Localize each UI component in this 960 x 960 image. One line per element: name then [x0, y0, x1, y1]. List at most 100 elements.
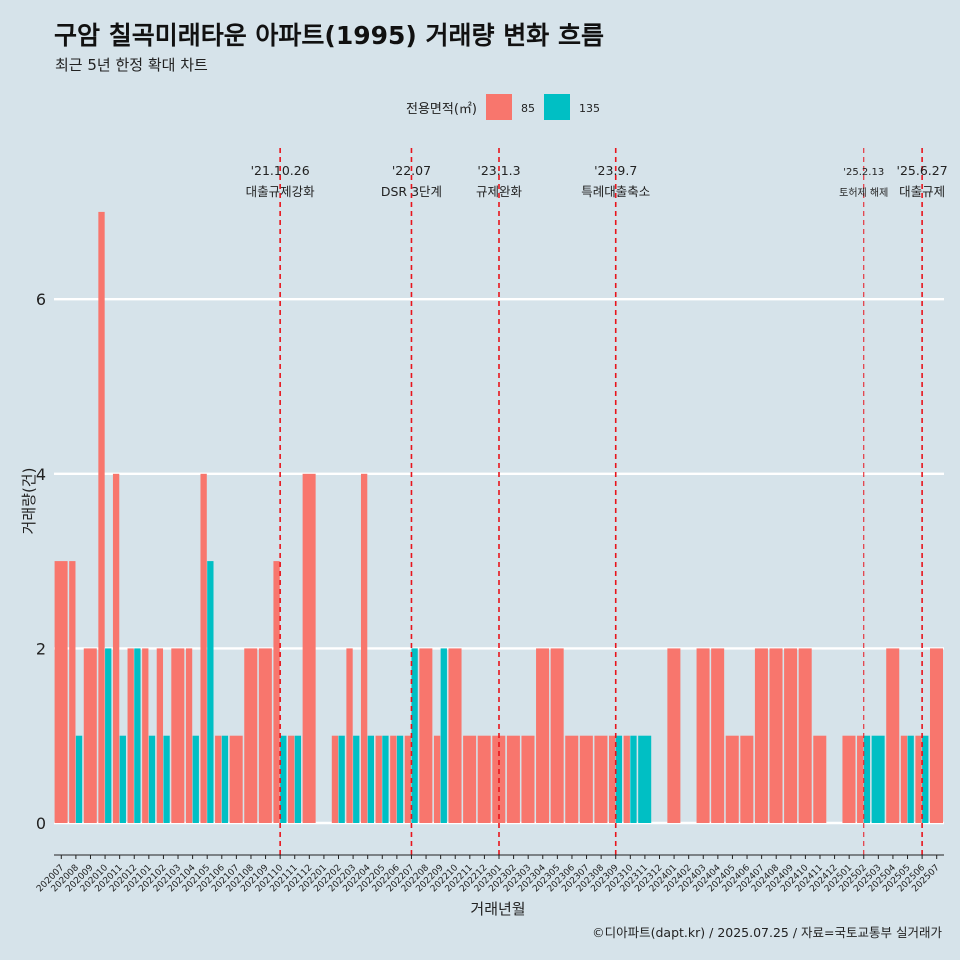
- bar-85-202401: [667, 648, 681, 823]
- legend-title: 전용면적(㎡): [406, 102, 477, 117]
- bar-85-202307: [579, 735, 593, 823]
- bar-135-202502: [863, 735, 871, 823]
- bar-135-202206: [396, 735, 404, 823]
- bar-85-202112: [302, 473, 316, 823]
- bar-135-202204: [367, 735, 374, 823]
- y-axis-title: 거래량(건): [20, 468, 38, 535]
- bar-85-202310: [623, 735, 630, 823]
- bar-85-202406: [740, 735, 754, 823]
- legend-label-85: 85: [521, 102, 535, 115]
- bar-85-202203: [346, 648, 353, 823]
- caption: ©디아파트(dapt.kr) / 2025.07.25 / 자료=국토교통부 실…: [592, 925, 942, 940]
- bar-85-202407: [754, 648, 768, 823]
- bar-85-202305: [550, 648, 564, 823]
- event-date-202506: '25.6.27: [897, 163, 948, 178]
- event-label-202309: 특례대출축소: [581, 184, 650, 199]
- y-tick-label: 6: [36, 290, 46, 309]
- bar-135-202503: [871, 735, 885, 823]
- bar-135-202012: [134, 648, 141, 823]
- legend-swatch-85: [486, 94, 512, 120]
- bar-85-202108: [244, 648, 258, 823]
- event-label-202506: 대출규제: [899, 184, 945, 199]
- bar-85-202210: [448, 648, 462, 823]
- bar-85-202205: [375, 735, 382, 823]
- event-label-202110: 대출규제강화: [246, 184, 316, 199]
- bar-85-202308: [594, 735, 608, 823]
- bar-85-202106: [215, 735, 222, 823]
- chart-subtitle: 최근 5년 한정 확대 차트: [55, 56, 208, 74]
- event-label-202301: 규제완화: [476, 184, 523, 199]
- bar-135-202209: [440, 648, 447, 823]
- bar-85-202209: [433, 735, 441, 823]
- bar-85-202202: [331, 735, 339, 823]
- bar-85-202105: [200, 473, 207, 823]
- bar-85-202404: [711, 648, 725, 823]
- bar-85-202009: [83, 648, 97, 823]
- bar-85-202110: [273, 561, 280, 823]
- bar-85-202504: [886, 648, 900, 823]
- event-label-202502: 토허제 해제: [839, 186, 888, 199]
- bar-135-202205: [382, 735, 389, 823]
- bar-135-202207: [411, 648, 418, 823]
- bar-85-202010: [98, 211, 105, 823]
- event-date-202207: '22.07: [392, 163, 431, 178]
- bar-135-202203: [353, 735, 360, 823]
- legend: 전용면적(㎡) 85 135: [406, 94, 600, 120]
- bar-135-202106: [221, 735, 229, 823]
- bar-85-202008: [69, 561, 76, 823]
- bar-135-202110: [280, 735, 287, 823]
- legend-swatch-135: [544, 94, 570, 120]
- bar-85-202303: [521, 735, 535, 823]
- bar-85-202304: [536, 648, 550, 823]
- bar-85-202502: [857, 735, 864, 823]
- bar-85-202212: [477, 735, 491, 823]
- bar-85-202211: [463, 735, 477, 823]
- bar-85-202103: [171, 648, 185, 823]
- bar-135-202311: [638, 735, 652, 823]
- bar-135-202202: [338, 735, 345, 823]
- bar-135-202101: [148, 735, 156, 823]
- x-axis: 2020072020082020092020102020112020122021…: [35, 854, 944, 894]
- x-axis-title: 거래년월: [470, 900, 525, 918]
- event-label-202207: DSR 3단계: [381, 184, 442, 199]
- bar-85-202409: [784, 648, 798, 823]
- bar-85-202012: [127, 648, 134, 823]
- bar-85-202007: [54, 561, 68, 823]
- bar-85-202505: [900, 735, 908, 823]
- bar-85-202208: [419, 648, 433, 823]
- bar-85-202102: [156, 648, 164, 823]
- y-tick-label: 2: [36, 639, 46, 658]
- bar-135-202310: [630, 735, 637, 823]
- bars: [54, 211, 944, 823]
- bar-85-202109: [258, 648, 272, 823]
- event-date-202309: '23.9.7: [594, 163, 637, 178]
- bar-85-202207: [404, 735, 412, 823]
- bar-135-202102: [163, 735, 170, 823]
- y-tick-label: 0: [36, 814, 46, 833]
- bar-135-202506: [922, 735, 929, 823]
- bar-85-202206: [390, 735, 397, 823]
- bar-85-202403: [696, 648, 710, 823]
- chart-title: 구암 칠곡미래타운 아파트(1995) 거래량 변화 흐름: [54, 21, 604, 50]
- bar-85-202408: [769, 648, 783, 823]
- event-date-202110: '21.10.26: [251, 163, 310, 178]
- bar-85-202204: [360, 473, 368, 823]
- bar-85-202411: [813, 735, 827, 823]
- bar-85-202306: [565, 735, 579, 823]
- bar-85-202309: [609, 735, 616, 823]
- bar-85-202101: [142, 648, 149, 823]
- bar-135-202011: [119, 735, 126, 823]
- bar-135-202008: [75, 735, 83, 823]
- bar-135-202505: [907, 735, 914, 823]
- bar-85-202107: [229, 735, 243, 823]
- bar-135-202309: [615, 735, 623, 823]
- bar-85-202506: [915, 735, 922, 823]
- bar-135-202105: [207, 561, 214, 823]
- event-date-202301: '23.1.3: [477, 163, 520, 178]
- bar-85-202410: [798, 648, 812, 823]
- y-tick-label: 4: [36, 465, 46, 484]
- y-axis: 0 2 4 6: [36, 290, 46, 833]
- event-date-202502: '25.2.13: [843, 167, 884, 178]
- bar-85-202405: [725, 735, 739, 823]
